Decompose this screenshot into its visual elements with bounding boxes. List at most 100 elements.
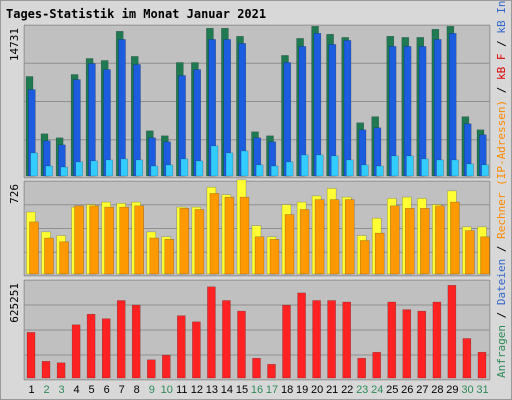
bar xyxy=(162,354,171,379)
bar xyxy=(59,241,69,275)
x-tick-label: 15 xyxy=(236,384,248,396)
x-tick-label: 7 xyxy=(119,384,125,396)
bar xyxy=(284,214,295,275)
bar xyxy=(462,338,472,379)
bar xyxy=(405,208,415,275)
x-tick-label: 4 xyxy=(74,384,80,396)
x-tick-label: 28 xyxy=(431,384,443,396)
bar xyxy=(237,310,246,379)
x-tick-label: 18 xyxy=(281,384,293,396)
bar xyxy=(406,155,414,177)
bar xyxy=(118,39,126,177)
x-tick-label: 20 xyxy=(311,384,323,396)
bar xyxy=(255,164,264,177)
bar xyxy=(372,351,381,379)
x-tick-label: 14 xyxy=(221,384,233,396)
bar xyxy=(210,145,219,177)
bar xyxy=(147,359,156,379)
requests-panel: 14731 xyxy=(8,24,491,179)
bar xyxy=(374,232,385,275)
bar xyxy=(417,310,427,379)
bar xyxy=(90,160,98,177)
bar xyxy=(26,332,36,379)
legend-entry: / xyxy=(495,34,508,54)
bar xyxy=(447,285,457,379)
bar xyxy=(240,150,249,177)
bar xyxy=(254,236,265,275)
legend-text: Anfragen / Dateien / Rechner (IP-Adresse… xyxy=(495,0,508,378)
bar xyxy=(421,158,429,177)
bar xyxy=(239,196,250,275)
bar xyxy=(436,159,444,177)
bar xyxy=(89,205,99,275)
bar xyxy=(481,164,489,177)
legend-entry: Anfragen xyxy=(495,325,508,378)
bar xyxy=(466,163,474,177)
bar xyxy=(465,230,475,275)
x-tick-label: 3 xyxy=(59,384,65,396)
bar xyxy=(60,166,68,177)
x-tick-label: 1 xyxy=(28,384,34,396)
series-kb-f xyxy=(29,193,490,275)
bar xyxy=(209,193,220,275)
x-tick-label: 17 xyxy=(266,384,278,396)
bar xyxy=(86,313,96,379)
bar xyxy=(477,351,487,379)
bar xyxy=(330,155,339,177)
legend-entry: Rechner (IP-Adressen) xyxy=(495,100,508,239)
legend-entry: Dateien xyxy=(495,259,508,305)
bar xyxy=(390,205,400,275)
bar xyxy=(433,39,442,177)
bar xyxy=(74,205,84,275)
bar xyxy=(267,364,276,379)
bar xyxy=(300,154,309,177)
bar xyxy=(343,40,352,177)
bar xyxy=(30,152,38,177)
bar xyxy=(252,357,261,379)
x-tick-label: 5 xyxy=(89,384,95,396)
bar xyxy=(282,304,291,379)
x-tick-label: 8 xyxy=(134,384,140,396)
bar xyxy=(177,315,186,379)
series-rechner-ip-adressen- xyxy=(30,145,489,177)
y-max-label: 625251 xyxy=(8,283,21,323)
bar xyxy=(56,362,66,379)
bar xyxy=(361,164,369,177)
bar xyxy=(195,160,204,177)
bar xyxy=(315,154,324,177)
bar xyxy=(180,158,189,177)
bar xyxy=(225,152,234,177)
x-tick-label: 12 xyxy=(191,384,203,396)
panels-layer: 14731 726 625251 xyxy=(8,24,491,381)
x-tick-label: 16 xyxy=(251,384,263,396)
y-max-label: 14731 xyxy=(8,28,21,61)
y-max-label: 726 xyxy=(8,184,21,204)
bar xyxy=(45,165,53,177)
bar xyxy=(149,237,160,275)
bar xyxy=(480,236,490,275)
bar xyxy=(420,208,430,275)
x-tick-label: 10 xyxy=(161,384,173,396)
x-tick-label: 11 xyxy=(176,384,187,396)
x-tick-label: 25 xyxy=(386,384,398,396)
bar xyxy=(222,300,231,379)
bar xyxy=(402,309,412,379)
bar xyxy=(164,239,175,275)
bar xyxy=(314,199,325,275)
bar xyxy=(105,159,114,177)
bar xyxy=(120,158,129,177)
bar xyxy=(312,300,321,379)
x-tick-label: 21 xyxy=(326,384,338,396)
bar xyxy=(387,301,397,379)
visits-panel: 726 xyxy=(8,179,491,277)
bar xyxy=(451,159,459,177)
x-tick-label: 9 xyxy=(149,384,155,396)
legend-entry: / xyxy=(495,80,508,100)
bar xyxy=(73,79,81,177)
x-tick-label: 31 xyxy=(476,384,488,396)
bar xyxy=(359,240,370,275)
bar xyxy=(192,321,201,379)
bar xyxy=(269,239,280,275)
x-tick-label: 13 xyxy=(206,384,218,396)
